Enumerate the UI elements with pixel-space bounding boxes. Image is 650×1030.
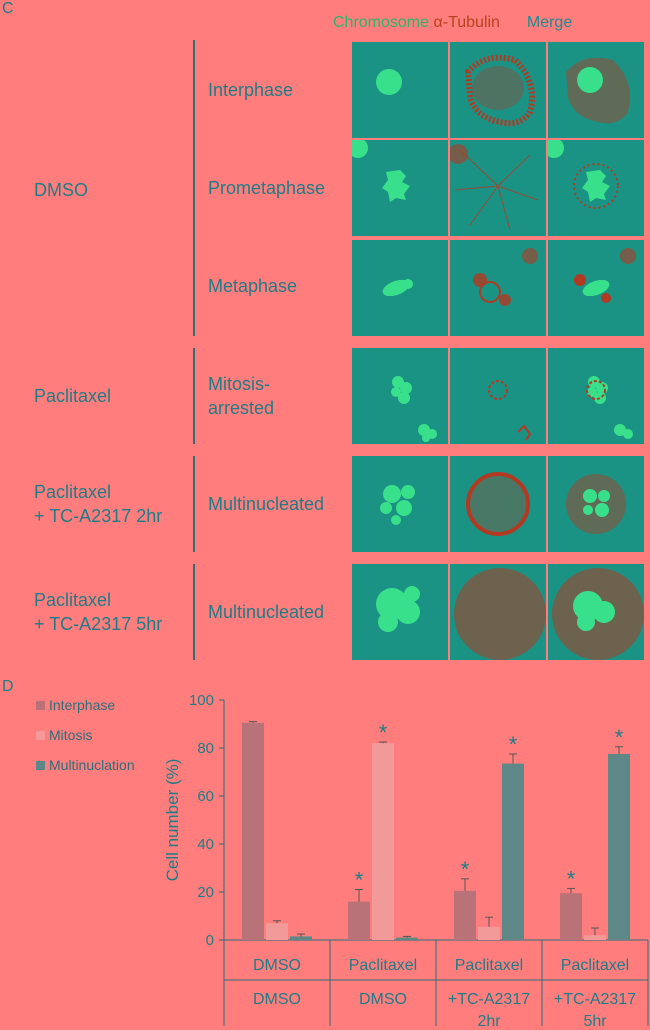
category-label-row3: 2hr (477, 1013, 501, 1030)
panel-c-label: C (2, 0, 14, 17)
stage-multinucleated-2hr-label: Multinucleated (208, 494, 325, 514)
significance-marker: * (355, 868, 364, 893)
category-label-row2: DMSO (253, 991, 301, 1008)
group-paclitaxel-5hr-line1: Paclitaxel (34, 590, 112, 610)
bar-multinuclation (290, 936, 312, 940)
significance-marker: * (567, 866, 576, 891)
bar-mitosis (478, 926, 500, 940)
stage-mitosis-arrested-label: Mitosis- arrested (208, 372, 274, 420)
micrograph-merge (548, 456, 644, 552)
micrograph-chromosome (352, 564, 448, 660)
group-paclitaxel-5hr-line2: + TC-A2317 5hr (34, 614, 163, 634)
micrograph-merge (548, 42, 644, 138)
y-tick-label: 60 (197, 788, 214, 805)
bar-mitosis (584, 935, 606, 940)
y-tick-label: 40 (197, 836, 214, 853)
panel-d-label: D (2, 678, 14, 695)
category-label-row2: +TC-A2317 (448, 991, 530, 1008)
chromosome-header: Chromosome (333, 14, 430, 31)
row-multinucleated-5hr (352, 564, 644, 660)
bar-interphase (348, 901, 370, 940)
significance-marker: * (461, 857, 470, 882)
stage-interphase-label: Interphase (208, 80, 294, 100)
significance-marker: * (509, 732, 518, 757)
category-label-row1: Paclitaxel (561, 957, 629, 974)
y-tick-label: 100 (189, 692, 214, 709)
row-multinucleated-2hr (352, 456, 644, 552)
bar-interphase (560, 893, 582, 940)
micrograph-tubulin (450, 42, 546, 138)
y-tick-label: 80 (197, 740, 214, 757)
stage-mitosis-arrested-line2: arrested (208, 398, 275, 418)
stage-prometaphase-label: Prometaphase (208, 178, 326, 198)
group-paclitaxel-5hr-label: Paclitaxel + TC-A2317 5hr (34, 588, 162, 636)
micrograph-chromosome (352, 456, 448, 552)
micrograph-tubulin (450, 348, 546, 444)
legend-label-mitosis: Mitosis (49, 727, 93, 743)
y-tick-label: 0 (206, 932, 214, 949)
stage-metaphase-label: Metaphase (208, 276, 298, 296)
group-paclitaxel-2hr-line1: Paclitaxel (34, 482, 112, 502)
divider-paclitaxel (193, 348, 195, 444)
legend-label-interphase: Interphase (49, 697, 115, 713)
bar-mitosis (372, 743, 394, 940)
bar-interphase (454, 890, 476, 940)
divider-paclitaxel-2hr (193, 456, 195, 552)
category-label-row2: +TC-A2317 (554, 991, 636, 1008)
legend-label-multinuclation: Multinuclation (49, 757, 135, 773)
group-dmso-label: DMSO (34, 180, 88, 200)
cell-number-bar-chart: 0 20 40 60 80 100 Cell number (%) * * * * * * DMSO DMS… (36, 692, 649, 1030)
legend-swatch-interphase (36, 701, 45, 710)
micrograph-tubulin (450, 564, 546, 660)
micrograph-merge (548, 564, 644, 660)
micrograph-tubulin (450, 140, 546, 236)
category-label-row1: Paclitaxel (455, 957, 523, 974)
row-interphase (352, 42, 644, 138)
y-tick-label: 20 (197, 884, 214, 901)
y-axis-label: Cell number (%) (163, 759, 182, 882)
category-label-row1: Paclitaxel (349, 957, 417, 974)
group-paclitaxel-2hr-label: Paclitaxel + TC-A2317 2hr (34, 480, 162, 528)
row-metaphase (352, 240, 644, 336)
micrograph-chromosome (352, 348, 448, 444)
micrograph-chromosome (352, 42, 448, 138)
micrograph-chromosome (352, 240, 448, 336)
column-headers: Chromosome α-Tubulin Merge (333, 14, 572, 32)
category-label-row3: 5hr (583, 1013, 607, 1030)
significance-marker: * (379, 720, 388, 745)
category-label-row2: DMSO (359, 991, 407, 1008)
stage-mitosis-arrested-line1: Mitosis- (208, 374, 270, 394)
micrograph-tubulin (450, 456, 546, 552)
row-mitosis-arrested (352, 348, 644, 444)
row-prometaphase (352, 140, 644, 236)
micrograph-chromosome (352, 140, 448, 236)
bar-multinuclation (502, 763, 524, 940)
tubulin-header: α-Tubulin (433, 14, 500, 31)
legend-swatch-mitosis (36, 731, 45, 740)
divider-paclitaxel-5hr (193, 564, 195, 660)
bar-mitosis (266, 923, 288, 940)
group-paclitaxel-label: Paclitaxel (34, 386, 112, 406)
micrograph-tubulin (450, 240, 546, 336)
micrograph-merge (548, 140, 644, 236)
micrograph-merge (548, 240, 644, 336)
divider-dmso (193, 40, 195, 336)
group-paclitaxel-2hr-line2: + TC-A2317 2hr (34, 506, 163, 526)
bar-interphase (242, 722, 264, 940)
category-label-row1: DMSO (253, 957, 301, 974)
merge-header: Merge (526, 14, 573, 31)
bar-multinuclation (608, 754, 630, 940)
bar-multinuclation (396, 937, 418, 940)
micrograph-merge (548, 348, 644, 444)
legend-swatch-multinuclation (36, 761, 45, 770)
significance-marker: * (615, 725, 624, 750)
stage-multinucleated-5hr-label: Multinucleated (208, 602, 325, 622)
